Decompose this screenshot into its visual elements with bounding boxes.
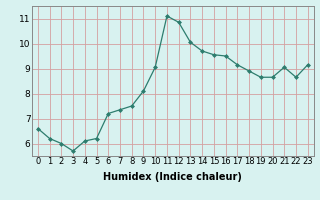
X-axis label: Humidex (Indice chaleur): Humidex (Indice chaleur): [103, 172, 242, 182]
